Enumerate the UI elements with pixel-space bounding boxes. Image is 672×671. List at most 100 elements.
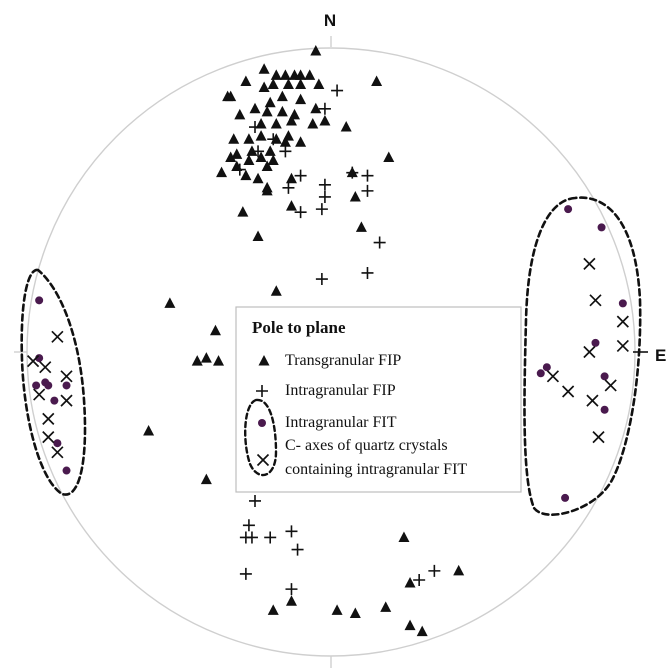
transgranular-fip-marker [252,230,264,241]
c-axis-marker [583,257,596,270]
intragranular-fip-marker [279,145,292,158]
legend-group-outline [244,398,278,477]
legend-triangle-symbol [258,355,270,366]
c-axis-marker [562,385,575,398]
transgranular-fip-marker [349,607,361,618]
north-label: N [324,11,336,30]
transgranular-fip-marker [143,425,155,436]
intragranular-fit-marker [35,296,44,305]
intragranular-fip-marker [267,133,280,146]
transgranular-fip-marker [404,577,416,588]
transgranular-fip-marker [285,595,297,606]
transgranular-fip-marker [380,601,392,612]
transgranular-fip-marker [310,45,322,56]
transgranular-fip-marker [200,473,212,485]
c-axis-marker [616,339,629,353]
c-axis-marker [592,431,605,444]
transgranular-fip-marker [191,355,203,366]
c-axis-marker [33,388,46,401]
transgranular-fip-marker [261,160,273,172]
transgranular-fip-marker [237,206,249,217]
intragranular-fip-marker [285,583,298,596]
intragranular-fip-marker [428,564,441,577]
transgranular-fip-marker [383,151,395,162]
transgranular-fip-marker [279,136,291,147]
net-base [14,36,648,668]
transgranular-fip-marker [255,118,267,129]
transgranular-fip-marker [371,75,383,86]
intragranular-fit-marker [53,439,62,448]
intragranular-fip-marker [318,102,331,115]
transgranular-fip-marker [243,154,255,165]
transgranular-fip-marker [216,166,228,178]
intragranular-fit-marker [50,396,59,405]
transgranular-fip-marker [331,604,343,615]
transgranular-fip-marker [267,604,279,615]
intragranular-fip-marker [361,184,374,197]
intragranular-fip-marker [346,166,359,179]
intragranular-fip-marker [249,494,261,507]
c-axis-marker [60,370,73,383]
intragranular-fit-marker [564,205,573,214]
data-marks [26,45,629,637]
intragranular-fip-marker [252,145,265,158]
transgranular-fip-marker [225,151,237,162]
transgranular-fip-marker [295,136,307,147]
transgranular-fip-marker [416,625,428,637]
c-axis-marker [616,315,629,328]
transgranular-fip-marker [295,93,307,105]
intragranular-fit-marker [62,381,71,390]
transgranular-fip-marker [282,78,294,89]
transgranular-fip-marker [276,90,288,102]
intragranular-fip-marker [413,574,426,586]
intragranular-fit-marker [600,372,609,381]
intragranular-fip-marker [315,203,328,216]
transgranular-fip-marker [319,114,331,126]
c-axis-marker [42,431,55,444]
legend-label-intragranular-fip: Intragranular FIP [285,382,396,399]
transgranular-fip-marker [164,297,176,308]
legend-label-transgranular-fip: Transgranular FIP [285,352,401,369]
transgranular-fip-marker [267,154,279,165]
transgranular-fip-marker [228,133,240,144]
transgranular-fip-marker [261,105,273,117]
transgranular-fip-marker [340,121,352,132]
transgranular-fip-marker [258,63,270,74]
intragranular-fit-marker [536,369,545,378]
c-axis-marker [26,355,40,368]
transgranular-fip-marker [261,184,273,196]
intragranular-fip-marker [331,84,344,97]
east-fit-group-outline [523,196,642,516]
transgranular-fip-marker [200,352,212,363]
c-axis-marker [586,394,599,407]
transgranular-fip-marker [246,145,258,156]
transgranular-fip-marker [240,169,252,181]
transgranular-fip-marker [295,78,307,89]
transgranular-fip-marker [231,148,243,159]
transgranular-fip-marker [295,69,307,80]
legend-title: Pole to plane [252,318,346,337]
intragranular-fit-marker [600,405,609,414]
intragranular-fip-marker [245,531,258,544]
intragranular-fip-marker [282,181,295,194]
c-axis-marker [51,446,64,459]
transgranular-fip-marker [285,172,297,184]
transgranular-fip-marker [249,102,261,114]
intragranular-fip-marker [318,190,331,203]
transgranular-fip-marker [270,69,282,80]
intragranular-fit-marker [44,381,53,390]
legend-cross-symbol [256,453,270,467]
transgranular-fip-marker [258,81,270,93]
transgranular-fip-marker [310,102,322,114]
transgranular-fip-marker [234,108,246,120]
transgranular-fip-marker [398,531,410,542]
legend-plus-symbol [256,385,268,397]
c-axis-marker [51,330,64,343]
west-fit-group-outline [20,268,87,496]
transgranular-fip-marker [285,114,297,126]
transgranular-fip-marker [270,118,282,129]
transgranular-fip-marker [349,190,361,202]
intragranular-fit-marker [542,363,551,372]
c-axis-marker [546,370,560,383]
legend-box [235,306,522,493]
